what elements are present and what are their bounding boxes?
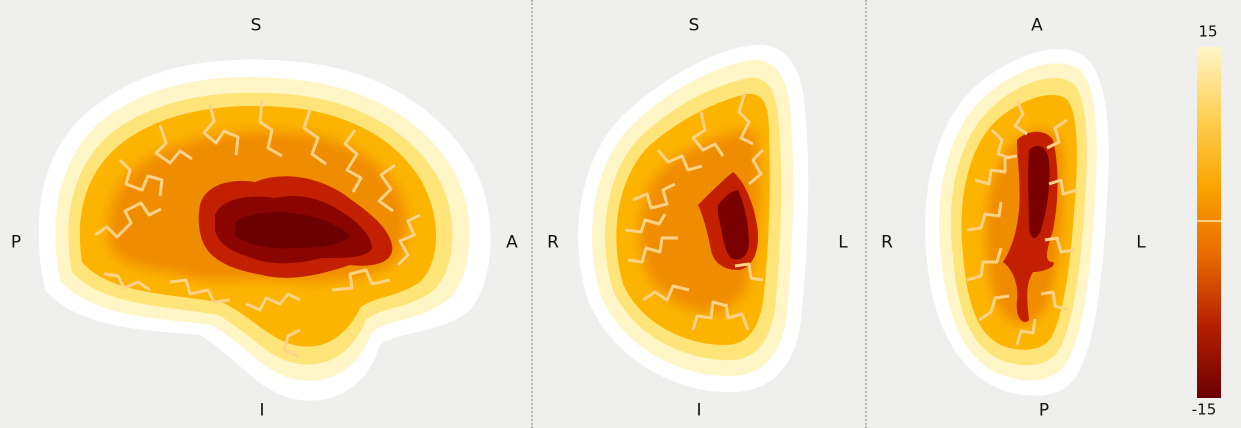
axial-view[interactable]: A P R L [867, 0, 1167, 428]
sagittal-label-right: A [506, 232, 518, 253]
axial-label-bottom: P [1038, 400, 1050, 421]
view-divider-1 [531, 0, 533, 428]
colorbar: 15 -15 [1170, 0, 1241, 428]
coronal-label-top: S [688, 15, 700, 36]
sagittal-view[interactable]: S I P A [0, 0, 530, 428]
coronal-label-bottom: I [696, 400, 702, 421]
colorbar-min-label: -15 [1191, 400, 1217, 419]
coronal-slice-image [578, 44, 809, 393]
colorbar-gradient [1197, 47, 1221, 398]
sagittal-label-top: S [250, 15, 262, 36]
sagittal-label-left: P [10, 232, 22, 253]
coronal-view[interactable]: S I R L [533, 0, 863, 428]
sagittal-label-bottom: I [259, 400, 265, 421]
coronal-label-left: R [547, 232, 559, 253]
colorbar-max-label: 15 [1198, 22, 1218, 41]
axial-label-top: A [1031, 15, 1043, 36]
sagittal-slice-image [38, 59, 491, 401]
axial-slice-image [925, 49, 1109, 396]
view-divider-2 [865, 0, 867, 428]
axial-label-left: R [881, 232, 893, 253]
coronal-label-right: L [838, 232, 848, 253]
axial-label-right: L [1136, 232, 1146, 253]
